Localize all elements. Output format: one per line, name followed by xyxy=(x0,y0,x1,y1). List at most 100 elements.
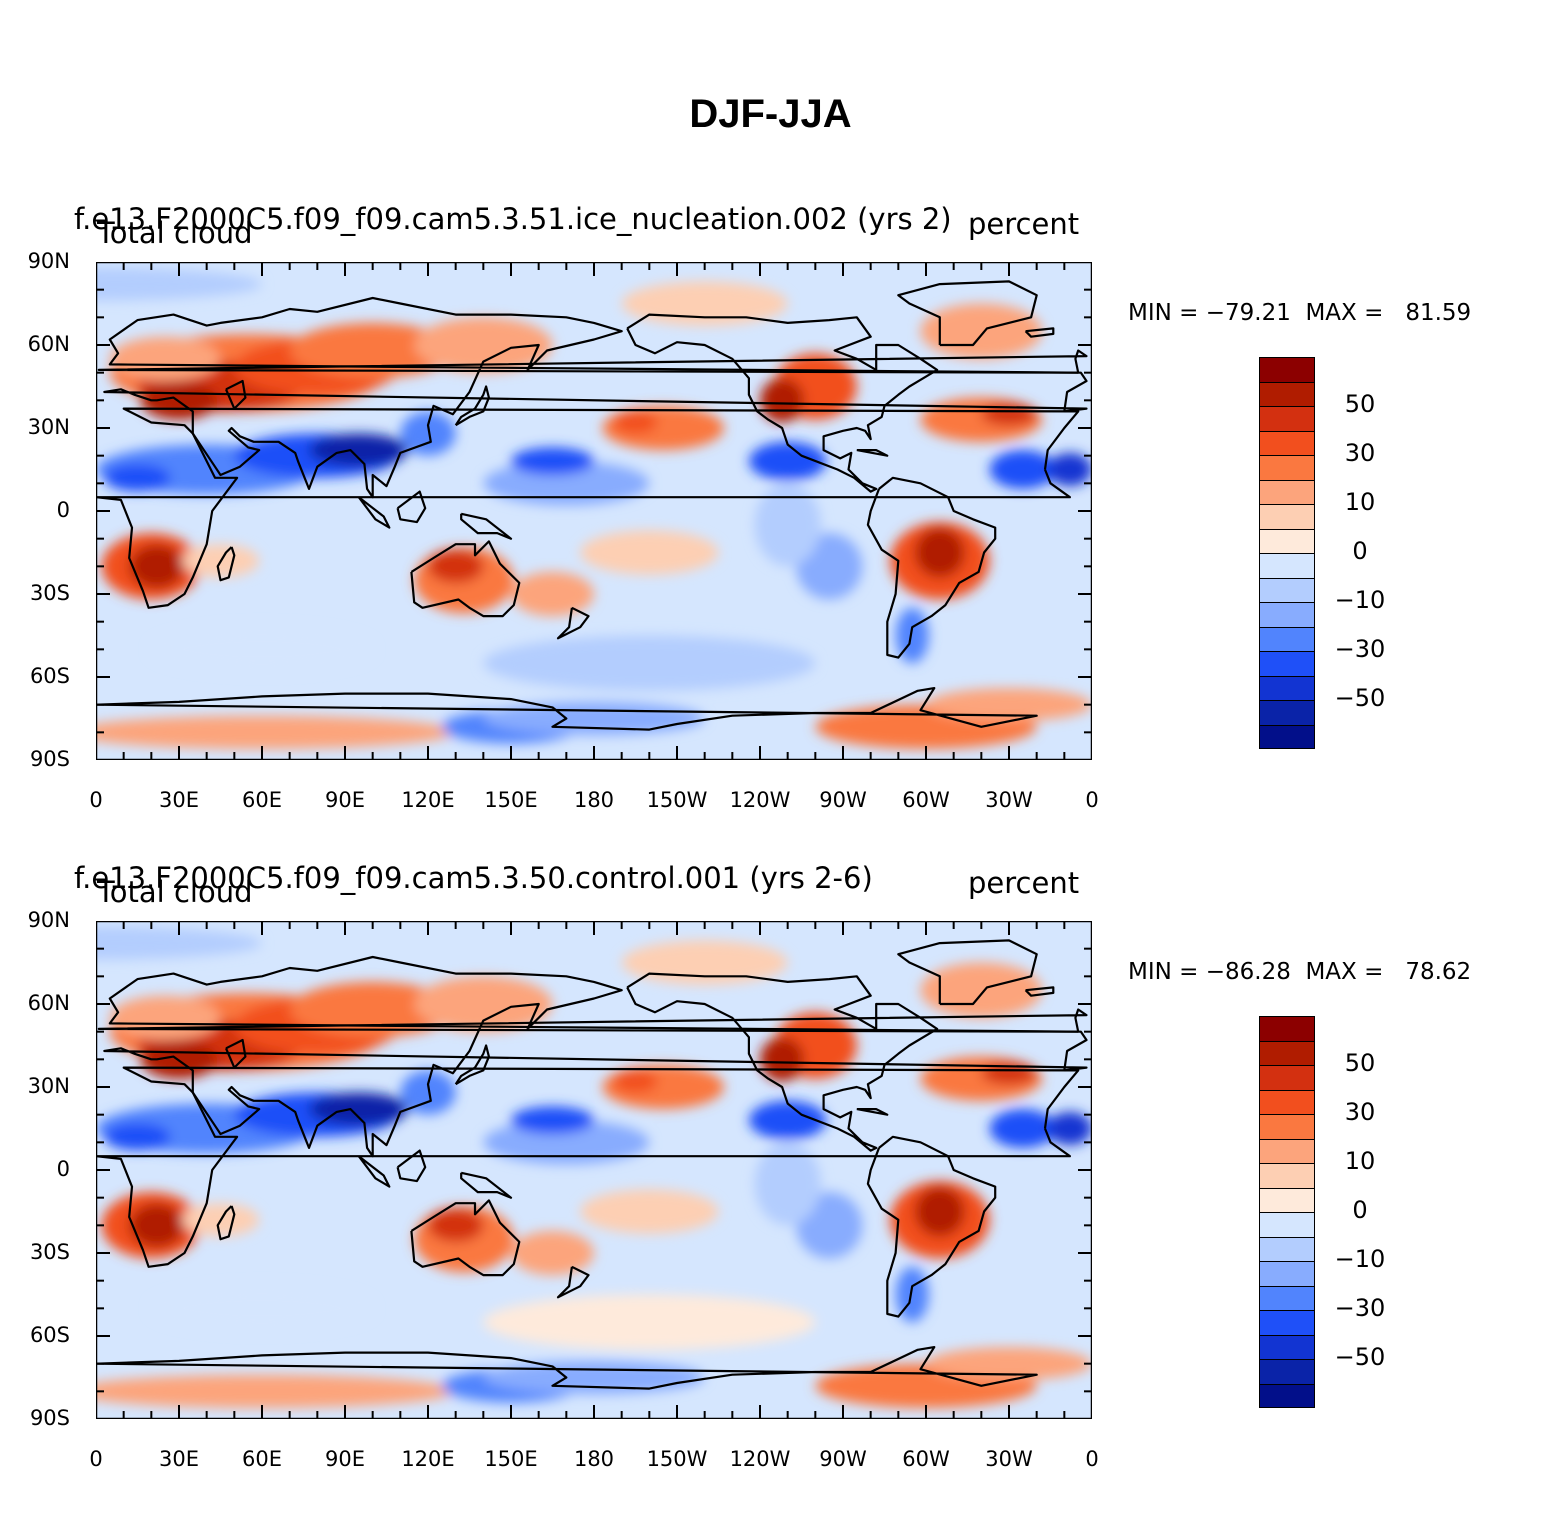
coastline xyxy=(454,1044,490,1086)
anomaly-region xyxy=(129,544,185,589)
coastline xyxy=(96,407,1080,609)
coastline xyxy=(460,1171,513,1199)
lon-label: 60W xyxy=(902,1447,950,1471)
anomaly-region xyxy=(1047,1111,1092,1146)
coastline xyxy=(897,280,1038,347)
coastline xyxy=(216,1205,236,1241)
anomaly-region xyxy=(981,403,1037,426)
lat-label: 60N xyxy=(27,991,70,1015)
coastline xyxy=(556,1265,590,1299)
coastline xyxy=(396,490,427,524)
colorbar-box xyxy=(1259,1138,1315,1163)
anomaly-region xyxy=(926,688,1092,722)
lon-label: 30E xyxy=(159,1447,199,1471)
anomaly-region xyxy=(483,701,705,736)
lat-label: 60S xyxy=(29,1323,70,1347)
coastline xyxy=(96,1346,1038,1390)
coastline xyxy=(97,349,1088,374)
anomaly-region xyxy=(129,1203,185,1248)
anomaly-region xyxy=(414,976,553,1032)
lat-label: 0 xyxy=(56,1157,70,1181)
anomaly-region xyxy=(483,461,650,506)
lon-label: 90W xyxy=(819,1447,867,1471)
colorbar-label: 0 xyxy=(1352,537,1368,565)
anomaly-region xyxy=(754,1142,821,1226)
lon-label: 0 xyxy=(89,1447,103,1471)
coastline xyxy=(410,1199,521,1277)
anomaly-region xyxy=(400,1070,456,1115)
lon-label: 30W xyxy=(985,1447,1033,1471)
anomaly-region xyxy=(749,441,827,481)
lon-label: 180 xyxy=(573,788,615,812)
coastline xyxy=(897,939,1038,1006)
lat-label: 0 xyxy=(56,498,70,522)
colorbar-box xyxy=(1259,504,1315,529)
lat-label: 90S xyxy=(29,1406,70,1430)
coastline xyxy=(216,546,236,582)
anomaly-region xyxy=(926,1347,1092,1381)
colorbar-box xyxy=(1259,406,1315,431)
anomaly-region xyxy=(96,267,262,301)
anomaly-region xyxy=(483,1360,705,1395)
anomaly-region xyxy=(289,981,456,1038)
colorbar-label: 10 xyxy=(1344,1147,1376,1175)
coastline xyxy=(856,1108,889,1116)
colorbar-box xyxy=(1259,1065,1315,1090)
anomaly-region xyxy=(414,317,553,373)
panel-control: f.e13.F2000C5.f09_f09.cam5.3.50.control.… xyxy=(0,861,1541,1521)
colorbar-box xyxy=(1259,430,1315,455)
anomaly-region xyxy=(96,715,456,749)
anomaly-region xyxy=(96,1374,456,1408)
anomaly-region xyxy=(989,1109,1056,1148)
anomaly-region xyxy=(760,378,805,423)
colorbar-box xyxy=(1259,1359,1315,1384)
lon-label: 0 xyxy=(1085,788,1099,812)
coastline xyxy=(856,449,889,457)
coastline xyxy=(103,955,1088,1158)
coastline xyxy=(460,512,513,540)
anomaly-region xyxy=(1047,452,1092,487)
min-max-stats: MIN = −86.28 MAX = 78.62 xyxy=(1128,959,1472,985)
anomaly-region xyxy=(749,1100,827,1140)
lon-label: 90E xyxy=(325,1447,365,1471)
coastline xyxy=(1024,327,1055,338)
coastline xyxy=(626,313,939,493)
lat-label: 60N xyxy=(27,332,70,356)
colorbar-box xyxy=(1259,1310,1315,1335)
lon-label: 90E xyxy=(325,788,365,812)
anomaly-region xyxy=(914,527,965,578)
coastline xyxy=(866,476,997,659)
colorbar-box xyxy=(1259,675,1315,700)
colorbar-box xyxy=(1259,1187,1315,1212)
colorbar-label: 50 xyxy=(1344,1049,1376,1077)
lat-label: 30S xyxy=(29,581,70,605)
colorbar-label: 10 xyxy=(1344,488,1376,516)
coastline xyxy=(224,1038,247,1069)
anomaly-region xyxy=(580,530,719,575)
units-label: percent xyxy=(968,207,1080,241)
coastline xyxy=(556,606,590,640)
coastline xyxy=(103,296,1088,499)
colorbar-box xyxy=(1259,724,1315,749)
anomaly-region xyxy=(920,303,1043,359)
lon-label: 0 xyxy=(1085,1447,1099,1471)
lon-label: 150W xyxy=(646,1447,708,1471)
coastline xyxy=(866,1135,997,1318)
anomaly-region xyxy=(428,549,484,583)
lon-label: 90W xyxy=(819,788,867,812)
colorbar-box xyxy=(1259,602,1315,627)
anomaly-region xyxy=(289,322,456,379)
lat-label: 30N xyxy=(27,415,70,439)
coastline xyxy=(224,379,247,410)
colorbar-label: −10 xyxy=(1334,586,1386,614)
colorbar-box xyxy=(1259,1261,1315,1286)
anomaly-region xyxy=(754,483,821,567)
colorbar xyxy=(1259,357,1315,749)
lon-label: 60E xyxy=(242,788,282,812)
colorbar-box xyxy=(1259,455,1315,480)
lon-label: 150E xyxy=(484,1447,538,1471)
case-name: f.e13.F2000C5.f09_f09.cam5.3.51.ice_nucl… xyxy=(74,202,952,236)
lat-label: 30S xyxy=(29,1240,70,1264)
variable-name: Total cloud xyxy=(97,875,253,909)
colorbar-label: −30 xyxy=(1334,1294,1386,1322)
